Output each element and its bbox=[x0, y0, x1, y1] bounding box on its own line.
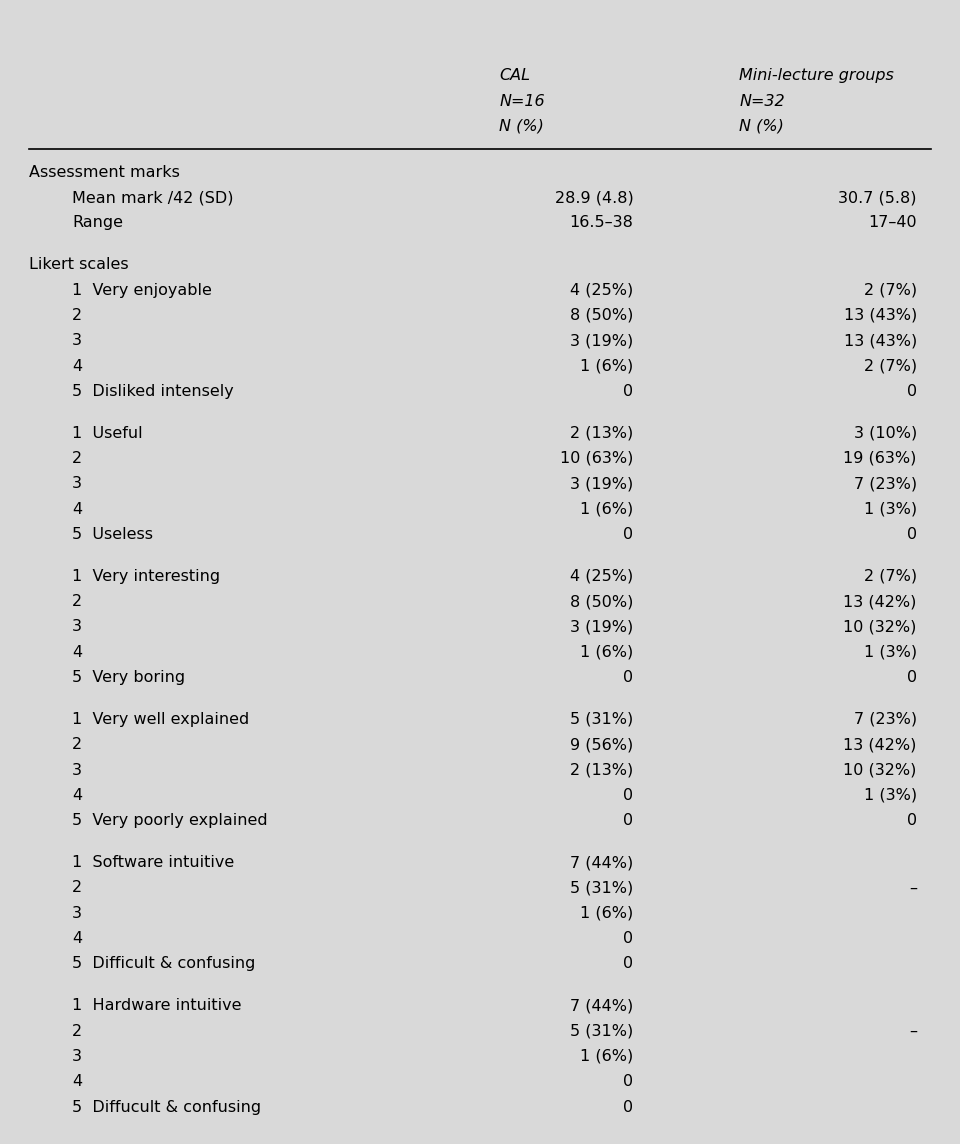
Text: 0: 0 bbox=[623, 931, 634, 946]
Text: 30.7 (5.8): 30.7 (5.8) bbox=[838, 190, 917, 205]
Text: 3: 3 bbox=[72, 763, 82, 778]
Text: 2 (7%): 2 (7%) bbox=[864, 283, 917, 297]
Text: 1  Hardware intuitive: 1 Hardware intuitive bbox=[72, 999, 242, 1014]
Text: 2 (7%): 2 (7%) bbox=[864, 358, 917, 374]
Text: 3 (19%): 3 (19%) bbox=[570, 620, 634, 635]
Text: 19 (63%): 19 (63%) bbox=[844, 451, 917, 466]
Text: 0: 0 bbox=[623, 527, 634, 542]
Text: 0: 0 bbox=[623, 670, 634, 685]
Text: 1 (6%): 1 (6%) bbox=[581, 358, 634, 374]
Text: 0: 0 bbox=[623, 813, 634, 828]
Text: 3 (19%): 3 (19%) bbox=[570, 476, 634, 491]
Text: Mini-lecture groups: Mini-lecture groups bbox=[739, 69, 894, 84]
Text: 4: 4 bbox=[72, 1074, 83, 1089]
Text: 8 (50%): 8 (50%) bbox=[570, 308, 634, 323]
Text: 2: 2 bbox=[72, 451, 83, 466]
Text: 2: 2 bbox=[72, 881, 83, 896]
Text: 3: 3 bbox=[72, 1049, 82, 1064]
Text: 16.5–38: 16.5–38 bbox=[569, 215, 634, 230]
Text: 5  Very poorly explained: 5 Very poorly explained bbox=[72, 813, 268, 828]
Text: 5 (31%): 5 (31%) bbox=[570, 1024, 634, 1039]
Text: 0: 0 bbox=[623, 956, 634, 971]
Text: 17–40: 17–40 bbox=[868, 215, 917, 230]
Text: Likert scales: Likert scales bbox=[29, 257, 129, 272]
Text: 4: 4 bbox=[72, 788, 83, 803]
Text: Range: Range bbox=[72, 215, 123, 230]
Text: 1 (6%): 1 (6%) bbox=[581, 906, 634, 921]
Text: 4: 4 bbox=[72, 931, 83, 946]
Text: 5  Disliked intensely: 5 Disliked intensely bbox=[72, 384, 233, 399]
Text: 5 (31%): 5 (31%) bbox=[570, 881, 634, 896]
Text: 1  Software intuitive: 1 Software intuitive bbox=[72, 855, 234, 871]
Text: 4: 4 bbox=[72, 358, 83, 374]
Text: 5  Difficult & confusing: 5 Difficult & confusing bbox=[72, 956, 255, 971]
Text: 2: 2 bbox=[72, 737, 83, 753]
Text: 13 (43%): 13 (43%) bbox=[844, 333, 917, 348]
Text: 0: 0 bbox=[623, 384, 634, 399]
Text: 3: 3 bbox=[72, 476, 82, 491]
Text: 1  Useful: 1 Useful bbox=[72, 426, 143, 440]
Text: 0: 0 bbox=[906, 527, 917, 542]
Text: 13 (42%): 13 (42%) bbox=[844, 737, 917, 753]
Text: Assessment marks: Assessment marks bbox=[29, 165, 180, 180]
Text: 5 (31%): 5 (31%) bbox=[570, 712, 634, 726]
Text: 2 (13%): 2 (13%) bbox=[570, 426, 634, 440]
Text: –: – bbox=[909, 1024, 917, 1039]
Text: 9 (56%): 9 (56%) bbox=[570, 737, 634, 753]
Text: 1 (3%): 1 (3%) bbox=[864, 645, 917, 660]
Text: 2 (7%): 2 (7%) bbox=[864, 569, 917, 583]
Text: 0: 0 bbox=[906, 813, 917, 828]
Text: N=16: N=16 bbox=[499, 94, 545, 109]
Text: N=32: N=32 bbox=[739, 94, 785, 109]
Text: 13 (42%): 13 (42%) bbox=[844, 594, 917, 609]
Text: 2: 2 bbox=[72, 308, 83, 323]
Text: 1 (6%): 1 (6%) bbox=[581, 502, 634, 517]
Text: 10 (32%): 10 (32%) bbox=[844, 763, 917, 778]
Text: 4: 4 bbox=[72, 502, 83, 517]
Text: N (%): N (%) bbox=[739, 119, 784, 134]
Text: 0: 0 bbox=[623, 788, 634, 803]
Text: 5  Very boring: 5 Very boring bbox=[72, 670, 185, 685]
Text: 10 (32%): 10 (32%) bbox=[844, 620, 917, 635]
Text: 1 (6%): 1 (6%) bbox=[581, 645, 634, 660]
Text: 7 (23%): 7 (23%) bbox=[853, 712, 917, 726]
Text: 0: 0 bbox=[623, 1074, 634, 1089]
Text: 7 (23%): 7 (23%) bbox=[853, 476, 917, 491]
Text: 1 (3%): 1 (3%) bbox=[864, 502, 917, 517]
Text: 2: 2 bbox=[72, 594, 83, 609]
Text: –: – bbox=[909, 881, 917, 896]
Text: 5  Diffucult & confusing: 5 Diffucult & confusing bbox=[72, 1099, 261, 1114]
Text: 3: 3 bbox=[72, 620, 82, 635]
Text: 13 (43%): 13 (43%) bbox=[844, 308, 917, 323]
Text: Mean mark /42 (SD): Mean mark /42 (SD) bbox=[72, 190, 233, 205]
Text: 3 (10%): 3 (10%) bbox=[853, 426, 917, 440]
Text: 0: 0 bbox=[906, 384, 917, 399]
Text: 4: 4 bbox=[72, 645, 83, 660]
Text: 1  Very well explained: 1 Very well explained bbox=[72, 712, 250, 726]
Text: 4 (25%): 4 (25%) bbox=[570, 569, 634, 583]
Text: 0: 0 bbox=[623, 1099, 634, 1114]
Text: 1  Very interesting: 1 Very interesting bbox=[72, 569, 220, 583]
Text: 10 (63%): 10 (63%) bbox=[561, 451, 634, 466]
Text: 1 (3%): 1 (3%) bbox=[864, 788, 917, 803]
Text: 2: 2 bbox=[72, 1024, 83, 1039]
Text: 3 (19%): 3 (19%) bbox=[570, 333, 634, 348]
Text: 4 (25%): 4 (25%) bbox=[570, 283, 634, 297]
Text: 8 (50%): 8 (50%) bbox=[570, 594, 634, 609]
Text: 3: 3 bbox=[72, 333, 82, 348]
Text: 5  Useless: 5 Useless bbox=[72, 527, 153, 542]
Text: N (%): N (%) bbox=[499, 119, 544, 134]
Text: 7 (44%): 7 (44%) bbox=[570, 999, 634, 1014]
Text: 1 (6%): 1 (6%) bbox=[581, 1049, 634, 1064]
Text: 28.9 (4.8): 28.9 (4.8) bbox=[555, 190, 634, 205]
Text: CAL: CAL bbox=[499, 69, 530, 84]
Text: 7 (44%): 7 (44%) bbox=[570, 855, 634, 871]
Text: 0: 0 bbox=[906, 670, 917, 685]
Text: 1  Very enjoyable: 1 Very enjoyable bbox=[72, 283, 212, 297]
Text: 3: 3 bbox=[72, 906, 82, 921]
Text: 2 (13%): 2 (13%) bbox=[570, 763, 634, 778]
